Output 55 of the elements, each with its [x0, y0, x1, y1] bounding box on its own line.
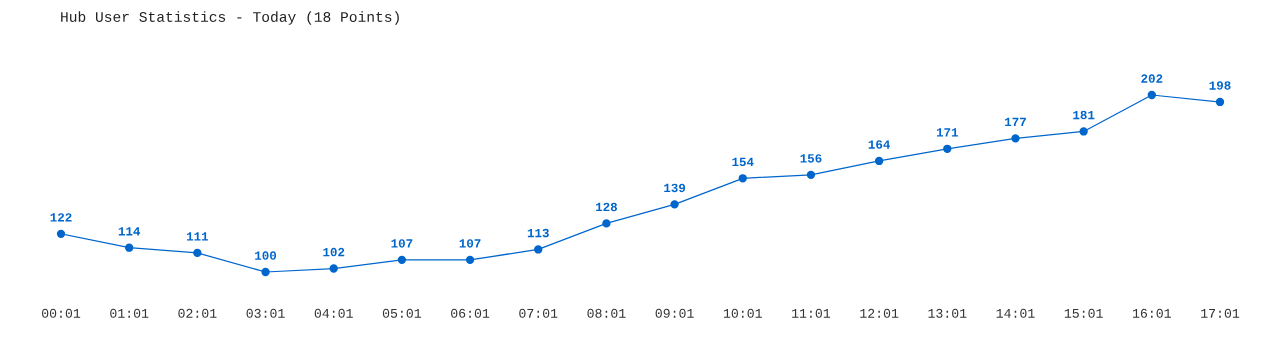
- x-tick-label: 05:01: [382, 308, 422, 318]
- data-label: 177: [1005, 117, 1026, 127]
- point: [670, 200, 679, 209]
- x-tick-label: 02:01: [178, 308, 217, 318]
- point: [56, 229, 66, 238]
- data-label: 139: [664, 183, 686, 193]
- data-label: 113: [527, 228, 549, 238]
- data-label: 107: [391, 239, 413, 248]
- point: [397, 255, 407, 265]
- data-label: 128: [596, 202, 617, 212]
- x-tick-label: 16:01: [1132, 308, 1171, 318]
- point: [874, 156, 884, 166]
- data-label: 171: [936, 128, 959, 137]
- x-tick-label: 07:01: [519, 308, 558, 318]
- chart-title: Hub User Statistics - Today (18 Points): [61, 11, 399, 25]
- point: [1215, 97, 1225, 107]
- point: [193, 248, 202, 258]
- data-label: 164: [868, 140, 890, 149]
- data-label: 198: [1209, 81, 1231, 90]
- data-label: 100: [255, 251, 277, 260]
- data-label: 111: [186, 232, 209, 241]
- data-label: 122: [50, 213, 72, 222]
- point: [1147, 90, 1156, 100]
- x-tick-label: 10:01: [723, 308, 762, 318]
- point: [261, 267, 270, 277]
- x-tick-label: 14:01: [996, 308, 1035, 318]
- point: [738, 174, 747, 183]
- data-label: 154: [732, 157, 754, 167]
- data-label: 202: [1141, 74, 1163, 83]
- point: [943, 144, 952, 153]
- data-label: 181: [1073, 110, 1095, 120]
- data-label: 107: [459, 239, 481, 248]
- x-tick-label: 12:01: [860, 308, 899, 318]
- data-label: 114: [118, 227, 141, 236]
- x-tick-label: 17:01: [1201, 308, 1240, 318]
- x-tick-label: 09:01: [655, 308, 694, 318]
- x-tick-label: 01:01: [110, 308, 149, 318]
- point: [602, 219, 611, 228]
- point: [1011, 134, 1020, 143]
- point: [1079, 127, 1088, 136]
- point: [329, 264, 338, 273]
- x-tick-label: 04:01: [314, 308, 353, 318]
- x-tick-label: 08:01: [587, 308, 626, 318]
- point: [806, 170, 816, 179]
- x-tick-label: 03:01: [246, 308, 285, 318]
- point: [534, 245, 543, 254]
- data-label: 102: [323, 247, 345, 257]
- x-tick-label: 06:01: [451, 308, 490, 318]
- data-label: 156: [800, 154, 822, 163]
- point: [465, 255, 475, 265]
- x-tick-label: 11:01: [792, 308, 831, 318]
- x-tick-label: 15:01: [1064, 308, 1103, 318]
- point: [125, 243, 134, 252]
- x-tick-label: 13:01: [928, 308, 967, 318]
- x-tick-label: 00:01: [42, 308, 81, 318]
